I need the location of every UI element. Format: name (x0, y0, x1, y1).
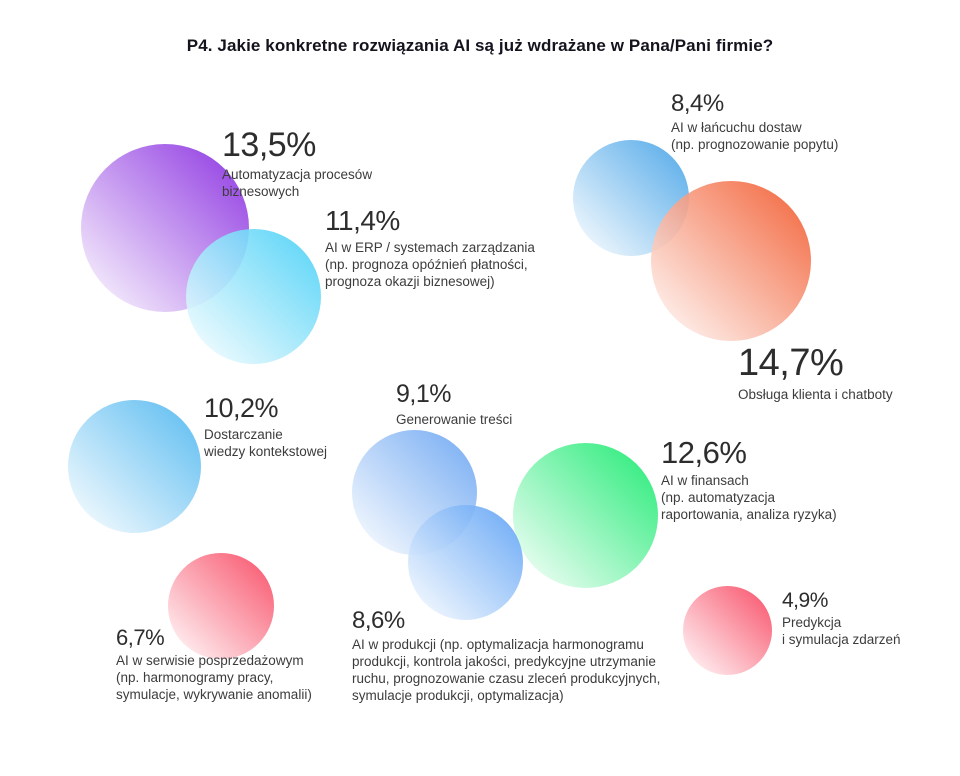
percent-value: 6,7% (116, 625, 165, 650)
item-label: Generowanie treści (396, 411, 513, 427)
percent-value: 8,4% (671, 90, 724, 117)
percent-value: 14,7% (738, 342, 844, 384)
item-dostarczanie-wiedzy: 10,2% Dostarczanie wiedzy kontekstowej (204, 393, 328, 460)
bubble-ai-w-serwisie (168, 553, 274, 659)
bubble-ai-w-erp (186, 229, 321, 364)
item-label: AI w łańcuchu dostaw (np. prognozowanie … (671, 120, 839, 153)
percent-value: 11,4% (325, 205, 400, 236)
bubble-predykcja-symulacja (683, 586, 772, 675)
item-label: AI w serwisie posprzedażowym (np. harmon… (116, 653, 312, 703)
item-label: Obsługa klienta i chatboty (738, 386, 893, 402)
item-label: Automatyzacja procesów biznesowych (222, 166, 373, 199)
percent-value: 10,2% (204, 393, 279, 423)
percent-value: 8,6% (352, 607, 405, 634)
item-obsluga-klienta-chatboty: 14,7% Obsługa klienta i chatboty (738, 344, 893, 403)
item-predykcja-symulacja: 4,9% Predykcja i symulacja zdarzeń (782, 590, 901, 648)
percent-value: 13,5% (222, 126, 316, 164)
percent-value: 4,9% (782, 589, 828, 612)
item-automatyzacja-procesow: 13,5% Automatyzacja procesów biznesowych (222, 128, 372, 200)
item-label: AI w finansach (np. automatyzacja raport… (661, 472, 837, 522)
bubble-dostarczanie-wiedzy (68, 400, 201, 533)
item-ai-w-serwisie: 6,7% AI w serwisie posprzedażowym (np. h… (116, 625, 312, 703)
percent-value: 12,6% (661, 435, 747, 470)
bubble-ai-w-produkcji (408, 505, 523, 620)
item-ai-w-produkcji: 8,6% AI w produkcji (np. optymalizacja h… (352, 607, 661, 704)
item-ai-w-finansach: 12,6% AI w finansach (np. automatyzacja … (661, 437, 837, 523)
item-label: AI w ERP / systemach zarządzania (np. pr… (325, 239, 535, 289)
bubble-obsluga-klienta-chatboty (651, 181, 811, 341)
page-title: P4. Jakie konkretne rozwiązania AI są ju… (186, 36, 774, 55)
item-label: AI w produkcji (np. optymalizacja harmon… (352, 637, 661, 704)
item-ai-w-erp: 11,4% AI w ERP / systemach zarządzania (… (325, 205, 535, 290)
bubble-ai-w-finansach (513, 443, 658, 588)
item-ai-w-lancuchu-dostaw: 8,4% AI w łańcuchu dostaw (np. prognozow… (671, 90, 839, 153)
item-generowanie-tresci: 9,1% Generowanie treści (396, 380, 513, 428)
item-label: Predykcja i symulacja zdarzeń (782, 615, 901, 648)
percent-value: 9,1% (396, 380, 451, 408)
item-label: Dostarczanie wiedzy kontekstowej (204, 426, 328, 459)
